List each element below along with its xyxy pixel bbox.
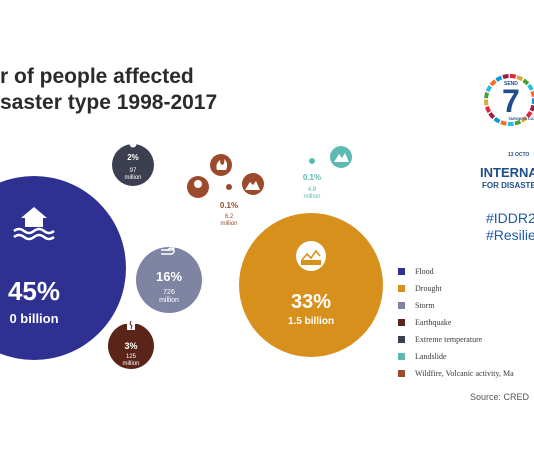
legend-swatch [398,302,405,309]
bubble-mark [239,213,383,357]
bubble-wildfire: 0.1% 6.2 million [220,184,238,227]
bubble-percent: 33% [291,291,331,313]
legend-swatch [398,336,405,343]
bubble-mark [136,247,202,313]
logo-ring-segment [516,75,524,82]
bubble-percent: 0.1% [303,173,321,182]
event-date: 13 OCTO [508,152,530,158]
legend: Flood Drought Storm Earthquake Extreme tempe… [398,263,534,382]
legend-label: Flood [415,267,434,276]
flooded-house-icon [13,207,55,241]
logo-ring-segment [525,110,533,118]
logo-ring-segment [520,116,528,123]
legend-swatch [398,353,405,360]
bubble-amount: 4.8 million [303,187,320,200]
logo-ring-segment [514,119,522,126]
logo-ring-segment [500,120,507,126]
bubble-percent: 0.1% [220,201,238,210]
legend-item: Flood [398,263,534,280]
logo-ring-segment [527,83,534,91]
logo-number: 7 [502,83,520,119]
logo-ring-segment [489,79,497,87]
logo-ring-segment [509,74,517,79]
legend-label: Landslide [415,352,447,361]
legend-label: Extreme temperature [415,335,483,344]
logo-ring-segment [502,74,509,79]
wind-icon [161,239,175,255]
bubble-mark [112,144,154,186]
legend-item: Extreme temperature [398,331,534,348]
bubble-amount: 125 million [122,354,139,367]
logo-ring-segment [495,75,503,82]
hashtags: #IDDR2 #Resilienc [486,210,534,243]
wildfire-volcano-icon [187,154,264,198]
legend-item: Drought [398,280,534,297]
bubble-amount: 97 million [124,168,141,181]
legend-label: Storm [415,301,435,310]
event-name-line1: INTERNATIO [480,165,534,180]
event-name-line2: FOR DISASTER [482,181,534,190]
bubble-percent: 45% [8,276,60,306]
logo-ring-segment [485,106,491,113]
landslide-icon [330,146,352,168]
cracked-house-icon [125,318,137,330]
bubble-percent: 2% [127,153,139,162]
bubble-amount: 6.2 million [220,214,237,227]
bubble-landslide: 0.1% 4.8 million [303,158,321,200]
bubble-extreme-temperature: 2% 97 million [112,132,154,186]
bubble-percent: 16% [156,269,182,284]
logo-ring-segment [493,116,501,124]
legend-label: Drought [415,284,442,293]
source-note: Source: CRED [470,392,530,402]
bubble-mark [309,158,315,164]
legend-item: Earthquake [398,314,534,331]
bubble-amount: 726 million [159,289,179,304]
bubble-earthquake: 3% 125 million [108,318,154,369]
cracked-ground-icon [296,241,326,271]
bubble-amount: 1.5 billion [288,316,334,327]
legend-swatch [398,285,405,292]
legend-swatch [398,319,405,326]
logo-ring-segment [529,104,534,112]
bubble-mark [0,176,126,360]
logo-ring-segment [522,78,530,86]
logo-ring-segment [484,91,490,99]
thermometer-icon [129,132,137,148]
legend-swatch [398,370,405,377]
bubble-drought: 33% 1.5 billion [239,213,383,357]
legend-item: Landslide [398,348,534,365]
chart-title: r of people affected saster type 1998-20… [0,65,218,114]
bubble-mark [226,184,232,190]
bubble-amount: 0 billion [9,311,58,326]
legend-label: Wildfire, Volcanic activity, Ma [415,369,514,378]
legend-label: Earthquake [415,318,452,327]
bubble-mark [108,323,154,369]
legend-swatch [398,268,405,275]
logo-text-top: SEND [504,81,518,87]
bubble-storm: 16% 726 million [136,239,202,313]
legend-item: Storm [398,297,534,314]
logo-ring-segment [488,112,496,120]
bubble-percent: 3% [124,341,137,351]
logo-ring-segment [485,85,493,93]
bubble-flood: 45% 0 billion [0,176,126,360]
logo-text-side: TARGETS CA [508,116,534,121]
logo-ring-segment [484,99,489,106]
legend-item: Wildfire, Volcanic activity, Ma [398,365,534,382]
